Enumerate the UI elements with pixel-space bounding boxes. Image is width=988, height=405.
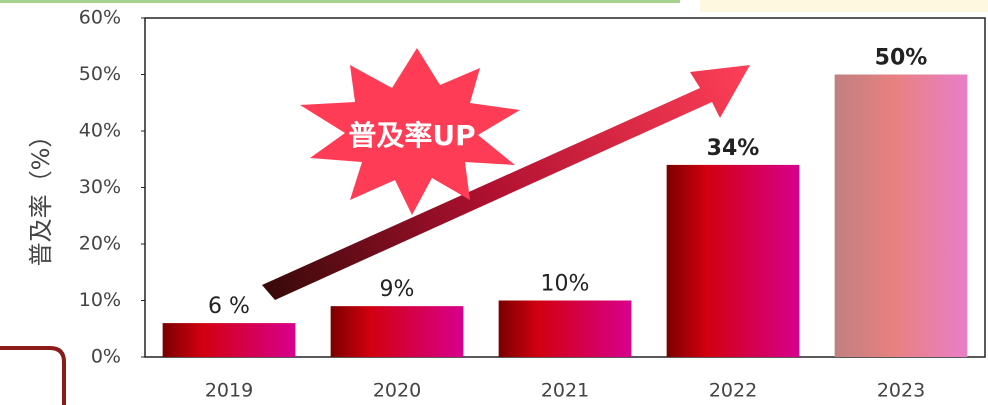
- x-tick-label: 2022: [709, 380, 757, 402]
- x-tick-label: 2023: [877, 380, 925, 402]
- bar: [667, 165, 800, 357]
- y-axis-label: 普及率（%）: [27, 124, 55, 267]
- value-label: 10%: [541, 272, 590, 297]
- annotation: 普及率UP: [348, 119, 475, 152]
- value-label: 6 %: [208, 294, 250, 319]
- value-label: 34%: [707, 136, 760, 161]
- x-tick-label: 2019: [205, 380, 253, 402]
- x-tick-label: 2020: [373, 380, 421, 402]
- bar: [163, 323, 296, 357]
- top-strip: [700, 0, 988, 12]
- y-tick-label: 50%: [79, 63, 121, 85]
- top-strip: [0, 0, 680, 3]
- value-label: 9%: [380, 277, 415, 302]
- bar: [835, 75, 968, 358]
- bar: [499, 301, 632, 358]
- y-tick-label: 40%: [79, 120, 121, 142]
- y-tick-label: 30%: [79, 176, 121, 198]
- chart: 普及率（%） 0% 10% 20% 30% 40% 50% 60% 2019 6 % 2020 9%…: [0, 0, 988, 405]
- value-label: 50%: [875, 46, 928, 71]
- bar: [331, 306, 464, 357]
- x-tick-label: 2021: [541, 380, 589, 402]
- y-tick-label: 0%: [91, 346, 121, 368]
- y-tick-label: 60%: [79, 7, 121, 29]
- frame-decoration: [0, 348, 64, 405]
- y-tick-label: 10%: [79, 289, 121, 311]
- y-tick-label: 20%: [79, 233, 121, 255]
